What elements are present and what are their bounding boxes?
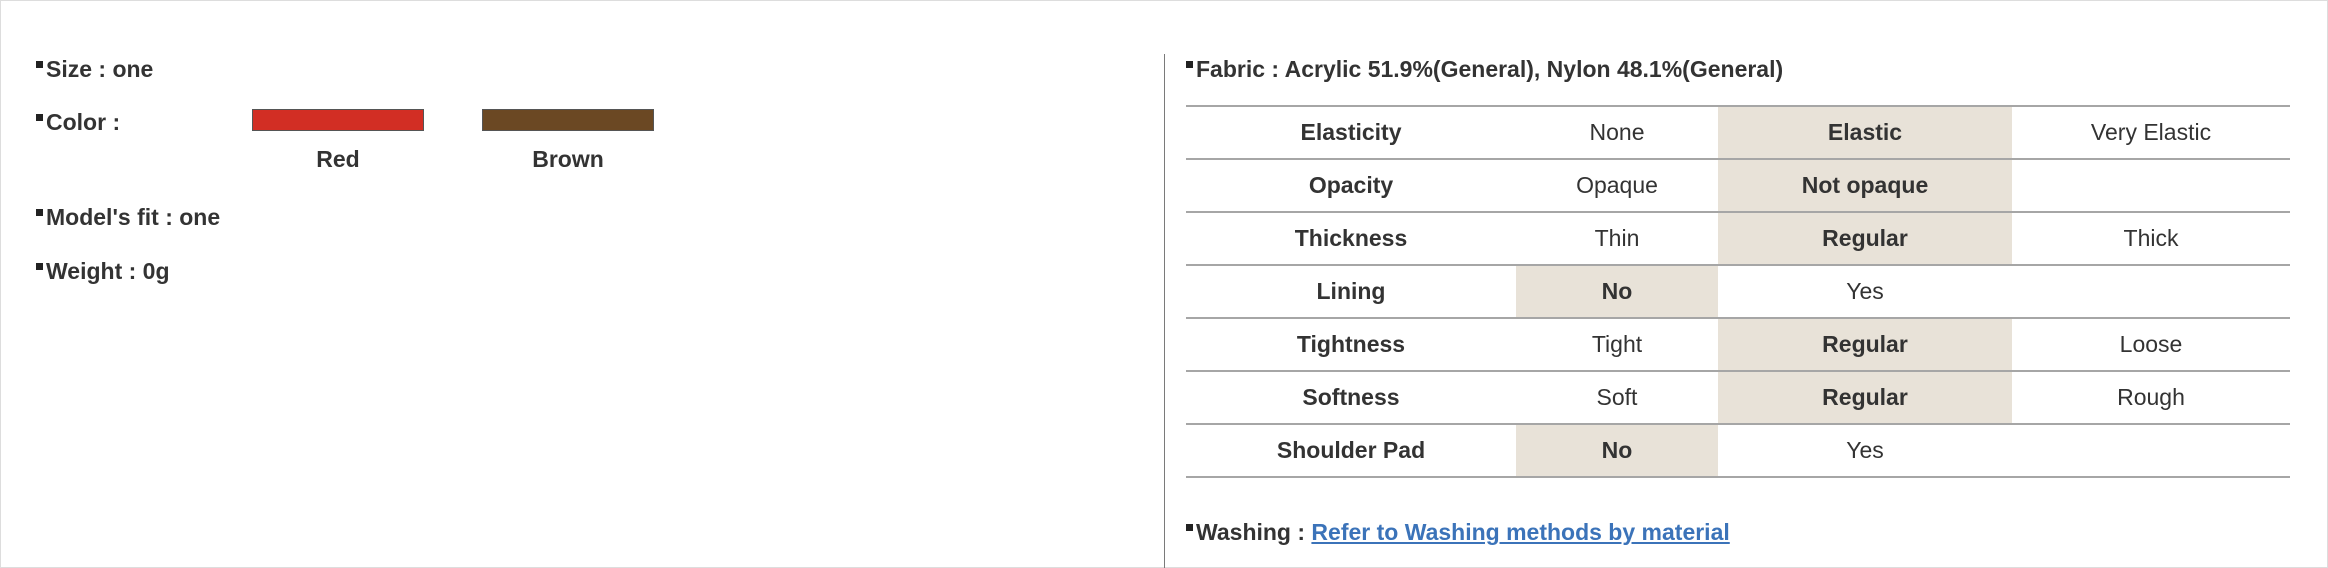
model-fit-text: Model's fit : one: [46, 204, 221, 230]
fabric-option: No: [1516, 423, 1718, 478]
fabric-attribute-label: Tightness: [1186, 317, 1516, 372]
fabric-attribute-label: Thickness: [1186, 211, 1516, 266]
fabric-option: Rough: [2012, 370, 2290, 425]
fabric-row-tightness: Tightness Tight Regular Loose: [1186, 317, 2290, 372]
fabric-title: Fabric : Acrylic 51.9%(General), Nylon 4…: [1186, 55, 1783, 83]
fabric-table: Elasticity None Elastic Very Elastic Opacity…: [1186, 105, 2290, 478]
fabric-option: Yes: [1718, 264, 2012, 319]
fabric-attribute-label: Elasticity: [1186, 105, 1516, 160]
fabric-title-text: Fabric : Acrylic 51.9%(General), Nylon 4…: [1196, 56, 1784, 82]
size-info: Size : one: [36, 55, 153, 83]
bullet-icon: [36, 263, 43, 270]
washing-methods-link[interactable]: Refer to Washing methods by material: [1311, 519, 1730, 545]
weight-info: Weight : 0g: [36, 257, 170, 285]
weight-text: Weight : 0g: [46, 258, 170, 284]
fabric-row-elasticity: Elasticity None Elastic Very Elastic: [1186, 105, 2290, 160]
fabric-option: None: [1516, 105, 1718, 160]
fabric-option: Very Elastic: [2012, 105, 2290, 160]
bullet-icon: [36, 114, 43, 121]
fabric-option: Yes: [1718, 423, 2012, 478]
fabric-row-lining: Lining No Yes: [1186, 264, 2290, 319]
fabric-empty-cell: [2012, 264, 2290, 319]
color-swatch-label-brown: Brown: [532, 146, 604, 172]
fabric-attribute-label: Opacity: [1186, 158, 1516, 213]
fabric-option: Tight: [1516, 317, 1718, 372]
fabric-option: Thin: [1516, 211, 1718, 266]
fabric-option: Loose: [2012, 317, 2290, 372]
bullet-icon: [1186, 61, 1193, 68]
fabric-option: Regular: [1718, 370, 2012, 425]
washing-label: Washing :: [1196, 519, 1306, 545]
fabric-option: Regular: [1718, 317, 2012, 372]
color-swatch-red[interactable]: [252, 109, 424, 131]
fabric-row-shoulder-pad: Shoulder Pad No Yes: [1186, 423, 2290, 478]
fabric-row-thickness: Thickness Thin Regular Thick: [1186, 211, 2290, 266]
fabric-attribute-label: Softness: [1186, 370, 1516, 425]
fabric-option: Not opaque: [1718, 158, 2012, 213]
column-divider: [1164, 54, 1165, 568]
model-fit-info: Model's fit : one: [36, 203, 220, 231]
fabric-option: Thick: [2012, 211, 2290, 266]
color-label: Color :: [46, 109, 121, 135]
bullet-icon: [1186, 524, 1193, 531]
fabric-attribute-label: Lining: [1186, 264, 1516, 319]
fabric-empty-cell: [2012, 158, 2290, 213]
fabric-option: Opaque: [1516, 158, 1718, 213]
fabric-row-opacity: Opacity Opaque Not opaque: [1186, 158, 2290, 213]
fabric-option: Soft: [1516, 370, 1718, 425]
bullet-icon: [36, 209, 43, 216]
fabric-empty-cell: [2012, 423, 2290, 478]
fabric-option: Elastic: [1718, 105, 2012, 160]
size-text: Size : one: [46, 56, 154, 82]
color-info: Color :: [36, 108, 120, 136]
fabric-attribute-label: Shoulder Pad: [1186, 423, 1516, 478]
color-swatch-label-red: Red: [316, 146, 360, 172]
washing-info: Washing : Refer to Washing methods by ma…: [1186, 518, 1730, 546]
color-swatch-brown[interactable]: [482, 109, 654, 131]
bullet-icon: [36, 61, 43, 68]
fabric-option: Regular: [1718, 211, 2012, 266]
fabric-option: No: [1516, 264, 1718, 319]
fabric-row-softness: Softness Soft Regular Rough: [1186, 370, 2290, 425]
